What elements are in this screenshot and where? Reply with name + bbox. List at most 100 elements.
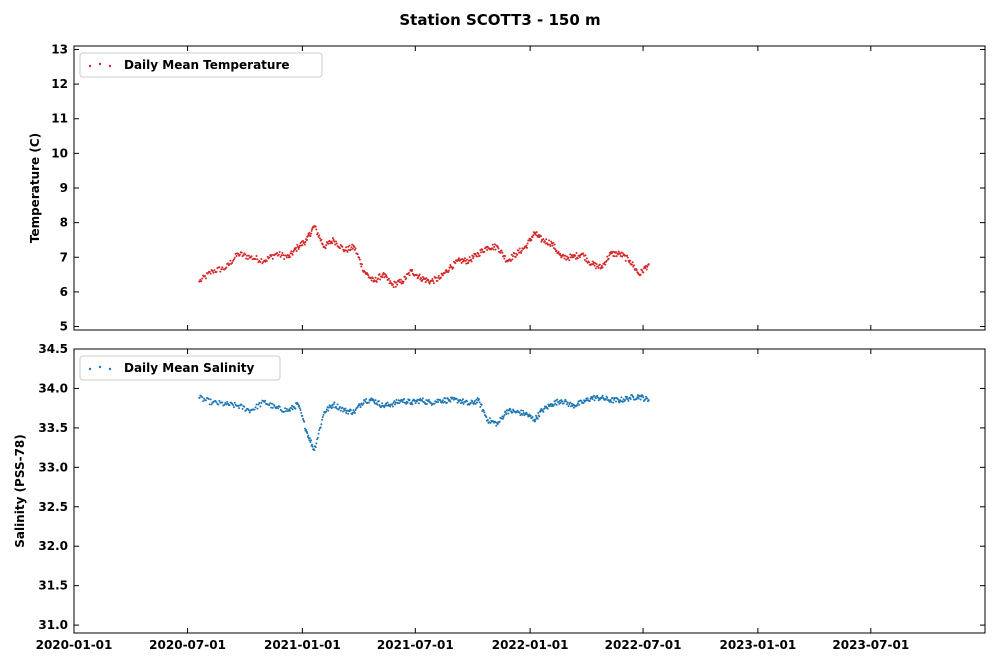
data-point-daily [521, 413, 524, 416]
data-point-daily [223, 403, 226, 406]
data-point-daily [240, 251, 243, 254]
data-point-daily [432, 280, 435, 283]
data-point-daily [424, 281, 427, 284]
data-point-daily [565, 400, 568, 403]
data-point-daily [640, 269, 643, 272]
temperature-legend-marker [88, 62, 112, 68]
data-point-daily [617, 250, 620, 253]
y-tick-label: 31.0 [38, 618, 68, 632]
data-point-daily [405, 402, 408, 405]
y-tick-label: 34.0 [38, 381, 68, 395]
data-point [410, 401, 413, 404]
data-point-daily [520, 251, 523, 254]
data-point-daily [217, 403, 220, 406]
data-point-daily [611, 396, 614, 399]
data-point-daily [474, 402, 477, 405]
data-point-daily [320, 238, 323, 241]
data-point-daily [490, 247, 493, 250]
data-point-daily [254, 406, 257, 409]
data-point-daily [354, 247, 357, 250]
data-point-daily [345, 411, 348, 414]
data-point-daily [449, 263, 452, 266]
data-point-daily [467, 261, 470, 264]
data-point-daily [628, 261, 631, 264]
data-point-daily [321, 418, 324, 421]
data-point-daily [238, 253, 241, 256]
data-point-daily [559, 401, 562, 404]
data-point-daily [418, 273, 421, 276]
data-point-daily [437, 401, 440, 404]
data-point-daily [346, 250, 349, 253]
salinity-y-ticks: 31.0 31.5 32.0 32.5 33.0 33.5 34.0 34.5 [38, 342, 985, 632]
temperature-x-ticks [73, 46, 872, 330]
data-point [550, 403, 554, 406]
data-point-daily [455, 397, 458, 400]
data-point-daily [646, 397, 649, 400]
data-point-daily [308, 436, 311, 439]
data-point-daily [626, 395, 629, 398]
data-point-daily [575, 252, 578, 255]
data-point-daily [437, 276, 440, 279]
data-point-daily [218, 399, 221, 402]
data-point-daily [538, 415, 541, 418]
y-tick-label: 6 [60, 285, 68, 299]
data-point-daily [330, 240, 333, 243]
data-point-daily [471, 257, 474, 260]
data-point-daily [331, 237, 334, 240]
data-point-daily [504, 255, 507, 258]
data-point-daily [255, 403, 258, 406]
data-point-daily [576, 402, 579, 405]
data-point [225, 403, 228, 406]
data-point-daily [334, 243, 337, 246]
data-point-daily [624, 395, 627, 398]
data-point-daily [407, 271, 410, 274]
data-point-daily [461, 401, 464, 404]
y-tick-label: 32.5 [38, 500, 68, 514]
data-point-daily [325, 410, 328, 413]
data-point-daily [318, 234, 321, 237]
data-point-daily [200, 280, 203, 283]
data-point-daily [208, 403, 211, 406]
data-point-daily [268, 256, 271, 259]
data-point-daily [327, 409, 330, 412]
data-point-daily [594, 267, 597, 270]
data-point-daily [530, 239, 533, 242]
data-point-daily [235, 254, 238, 257]
data-point-daily [389, 405, 392, 408]
x-tick-label: 2022-07-01 [605, 638, 682, 652]
data-point-daily [473, 401, 476, 404]
data-point-daily [538, 236, 541, 239]
data-point-daily [631, 261, 634, 264]
legend-dot [88, 64, 92, 68]
data-point-daily [244, 253, 247, 256]
data-point-daily [270, 402, 273, 405]
data-point-daily [398, 278, 401, 281]
data-point-daily [618, 401, 621, 404]
data-point-daily [608, 254, 611, 257]
data-point-daily [208, 270, 211, 273]
data-point [496, 422, 499, 426]
data-point-daily [281, 252, 284, 255]
data-point-daily [460, 399, 463, 402]
data-point [353, 245, 356, 248]
data-point-daily [311, 445, 314, 448]
data-point-daily [594, 262, 597, 265]
data-point-daily [209, 398, 212, 401]
y-tick-label: 8 [60, 216, 68, 230]
data-point-daily [621, 255, 624, 258]
data-point-daily [291, 408, 294, 411]
data-point-daily [615, 255, 618, 258]
data-point-daily [386, 401, 389, 404]
data-point-daily [253, 408, 256, 411]
data-point-daily [264, 399, 267, 402]
data-point-daily [228, 404, 231, 407]
salinity-x-ticks: 2020-01-01 2020-07-01 2021-01-01 2021-07-01… [36, 349, 909, 652]
data-point-daily [646, 265, 649, 268]
data-point-daily [471, 400, 474, 403]
data-point-daily [540, 240, 543, 243]
data-point-daily [479, 405, 482, 408]
data-point-daily [199, 278, 202, 281]
data-point-daily [204, 277, 207, 280]
data-point-daily [555, 249, 558, 252]
